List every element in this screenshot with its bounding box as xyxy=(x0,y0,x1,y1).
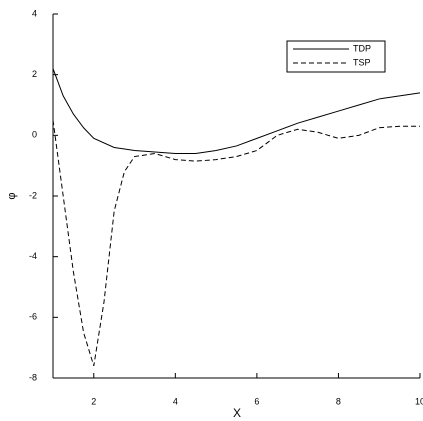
line-series xyxy=(53,69,420,154)
y-tick-label: -6 xyxy=(29,312,37,322)
x-tick-label: 10 xyxy=(415,396,423,406)
y-tick-label: -8 xyxy=(29,372,37,382)
line-series xyxy=(53,120,420,366)
y-tick-label: -2 xyxy=(29,190,37,200)
y-tick-label: 4 xyxy=(32,8,37,18)
y-axis-label: φ xyxy=(6,192,18,199)
legend-label: TDP xyxy=(353,43,371,53)
y-tick-label: 0 xyxy=(32,130,37,140)
chart: X φ 4 2 0 -2 -4 -6 -8 2 4 6 8 10 TDP TSP xyxy=(0,0,423,421)
page: X φ 420-2-4-6-8246810TDPTSP (() => { con… xyxy=(0,0,423,421)
x-tick-label: 4 xyxy=(173,396,178,406)
legend-label: TSP xyxy=(353,57,371,67)
x-tick-label: 8 xyxy=(336,396,341,406)
y-tick-label: -4 xyxy=(29,251,37,261)
x-axis-label: X xyxy=(233,406,241,420)
y-tick-label: 2 xyxy=(32,69,37,79)
x-tick-label: 6 xyxy=(254,396,259,406)
x-tick-label: 2 xyxy=(91,396,96,406)
